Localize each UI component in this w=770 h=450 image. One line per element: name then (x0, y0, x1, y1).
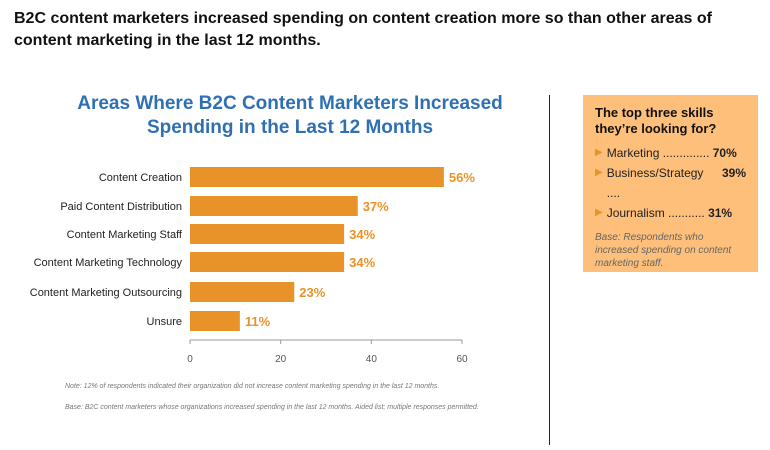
skill-label: Marketing .............. (606, 146, 710, 160)
bar (190, 311, 240, 331)
chart-title: Areas Where B2C Content Marketers Increa… (77, 93, 503, 138)
skill-item: ▶ Marketing .............. 70% (595, 143, 746, 163)
value-label: 37% (363, 199, 389, 214)
chart-base-note: Base: B2C content marketers whose organi… (65, 404, 479, 411)
x-tick-label: 20 (275, 354, 287, 365)
skills-base-note: Base: Respondents who increased spending… (595, 232, 732, 269)
triangle-bullet-icon: ▶ (595, 147, 603, 158)
bar (190, 224, 345, 244)
category-label: Content Creation (99, 172, 182, 184)
bar (190, 167, 444, 187)
category-label: Content Marketing Staff (67, 229, 183, 241)
value-label: 23% (299, 285, 325, 300)
category-label: Paid Content Distribution (60, 201, 182, 213)
value-label: 34% (349, 227, 375, 242)
skills-box: The top three skills they’re looking for… (583, 95, 758, 272)
skill-label: Journalism ........... (606, 206, 705, 220)
category-label: Content Marketing Technology (34, 257, 183, 269)
skill-value: 70% (712, 146, 737, 160)
x-tick-label: 40 (366, 354, 378, 365)
value-label: 11% (245, 314, 271, 329)
chart-note: Note: 12% of respondents indicated their… (65, 383, 440, 390)
skill-item: ▶ Journalism ........... 31% (595, 203, 746, 223)
headline: B2C content marketers increased spending… (14, 10, 712, 49)
value-label: 34% (349, 255, 375, 270)
skill-value: 39% (721, 166, 746, 180)
skill-value: 31% (708, 206, 733, 220)
bar (190, 282, 295, 302)
divider (549, 95, 550, 445)
bar (190, 196, 358, 216)
x-tick-label: 60 (456, 354, 468, 365)
skill-label: Business/Strategy .... (606, 166, 704, 200)
bar (190, 252, 345, 272)
skill-item: ▶ Business/Strategy .... 39% (595, 163, 746, 203)
triangle-bullet-icon: ▶ (595, 207, 603, 218)
category-label: Unsure (147, 316, 182, 328)
triangle-bullet-icon: ▶ (595, 167, 603, 178)
category-label: Content Marketing Outsourcing (30, 287, 182, 299)
x-tick-label: 0 (187, 354, 193, 365)
skills-title: The top three skills they’re looking for… (595, 105, 717, 136)
value-label: 56% (449, 170, 475, 185)
bar-chart: Content Creation 56% Paid Content Distribu… (30, 167, 475, 365)
